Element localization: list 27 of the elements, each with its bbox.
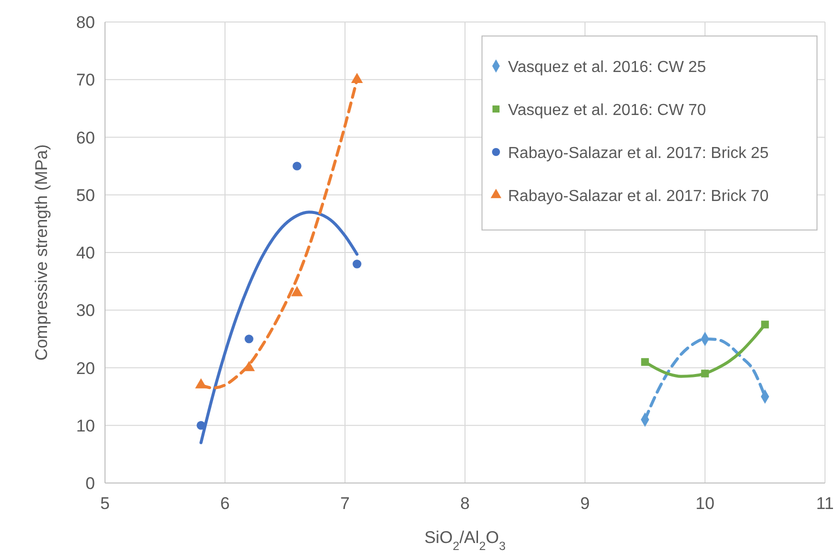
x-tick-label: 5 — [100, 494, 110, 513]
y-tick-label: 0 — [86, 474, 95, 493]
x-tick-label: 7 — [340, 494, 350, 513]
point — [352, 260, 362, 268]
y-tick-label: 50 — [76, 186, 95, 205]
x-tick-label: 10 — [696, 494, 714, 513]
y-tick-label: 80 — [76, 13, 95, 32]
x-axis-title: SiO$_{2}$/Al$_{2}$O$_{3}$ — [424, 528, 506, 553]
x-tick-label: 6 — [220, 494, 230, 513]
y-tick-label: 10 — [76, 416, 95, 436]
x-tick-label: 11 — [816, 494, 834, 513]
y-tick-label: 30 — [76, 301, 95, 320]
y-axis-title: Compressive strength (MPa) — [32, 144, 51, 361]
legend-label: Vasquez et al. 2016: CW 70 — [508, 102, 706, 119]
legend-label: Rabayo-Salazar et al. 2017: Brick 70 — [508, 188, 769, 205]
legend-label: Rabayo-Salazar et al. 2017: Brick 25 — [508, 145, 769, 162]
x-tick-label: 9 — [580, 494, 590, 513]
y-tick-label: 70 — [76, 70, 95, 90]
y-tick-label: 60 — [76, 128, 95, 148]
line-series — [200, 210, 358, 444]
point — [291, 286, 303, 296]
point — [244, 334, 254, 344]
y-tick-label: 40 — [76, 244, 95, 262]
legend-label: Vasquez et al. 2016: CW 25 — [508, 59, 706, 76]
y-tick-label: 20 — [76, 358, 95, 378]
x-tick-label: 8 — [460, 494, 470, 513]
point — [292, 162, 302, 170]
